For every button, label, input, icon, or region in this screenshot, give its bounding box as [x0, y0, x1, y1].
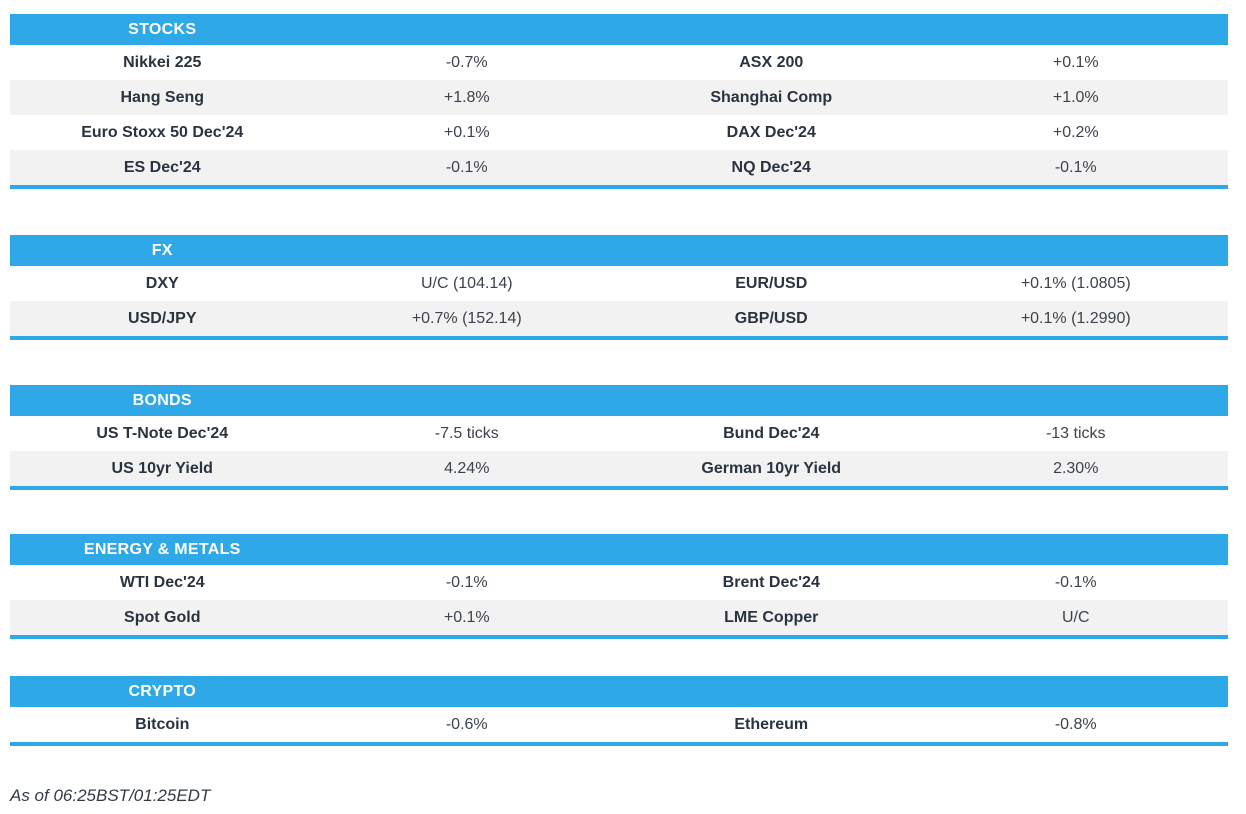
table-row: WTI Dec'24 -0.1% Brent Dec'24 -0.1%: [10, 565, 1228, 600]
instrument-change: +0.1% (1.0805): [1020, 274, 1131, 292]
instrument-change: U/C (104.14): [420, 274, 513, 292]
instrument-change: +0.1% (1.2990): [1020, 309, 1131, 327]
instrument-change: +0.2%: [1052, 123, 1099, 141]
instrument-change: +0.7% (152.14): [411, 309, 522, 327]
table-row: US T-Note Dec'24 -7.5 ticks Bund Dec'24 …: [10, 416, 1228, 451]
instrument-name: Shanghai Comp: [710, 88, 833, 106]
section-fx: FX DXY U/C (104.14) EUR/USD +0.1% (1.080…: [10, 235, 1228, 340]
instrument-name: Brent Dec'24: [722, 573, 820, 591]
table-row: ES Dec'24 -0.1% NQ Dec'24 -0.1%: [10, 150, 1228, 185]
table-row: Spot Gold +0.1% LME Copper U/C: [10, 600, 1228, 635]
instrument-change: -0.8%: [1054, 715, 1097, 733]
instrument-name: ES Dec'24: [123, 158, 201, 176]
section-title: FX: [151, 241, 173, 259]
instrument-change: +1.0%: [1052, 88, 1099, 106]
instrument-name: German 10yr Yield: [701, 459, 842, 477]
section-energy-metals: ENERGY & METALS WTI Dec'24 -0.1% Brent D…: [10, 534, 1228, 639]
table-row: USD/JPY +0.7% (152.14) GBP/USD +0.1% (1.…: [10, 301, 1228, 336]
section-header-fx: FX: [10, 235, 1228, 266]
instrument-change: -0.7%: [445, 53, 488, 71]
instrument-change: +0.1%: [443, 608, 490, 626]
section-bonds: BONDS US T-Note Dec'24 -7.5 ticks Bund D…: [10, 385, 1228, 490]
instrument-change: 4.24%: [444, 459, 490, 477]
instrument-name: Nikkei 225: [123, 53, 202, 71]
section-crypto: CRYPTO Bitcoin -0.6% Ethereum -0.8%: [10, 676, 1228, 746]
section-header-bonds: BONDS: [10, 385, 1228, 416]
section-stocks: STOCKS Nikkei 225 -0.7% ASX 200 +0.1% Ha…: [10, 14, 1228, 189]
instrument-change: -0.1%: [1054, 573, 1097, 591]
instrument-change: -7.5 ticks: [434, 424, 499, 442]
table-row: Bitcoin -0.6% Ethereum -0.8%: [10, 707, 1228, 742]
section-title: CRYPTO: [128, 682, 197, 700]
instrument-change: +0.1%: [443, 123, 490, 141]
instrument-name: EUR/USD: [735, 274, 808, 292]
instrument-change: 2.30%: [1053, 459, 1099, 477]
table-row: Nikkei 225 -0.7% ASX 200 +0.1%: [10, 45, 1228, 80]
instrument-change: -0.1%: [445, 158, 488, 176]
instrument-name: DXY: [145, 274, 179, 292]
instrument-name: WTI Dec'24: [119, 573, 205, 591]
instrument-change: +0.1%: [1052, 53, 1099, 71]
instrument-name: LME Copper: [724, 608, 819, 626]
instrument-name: DAX Dec'24: [726, 123, 816, 141]
section-header-energy-metals: ENERGY & METALS: [10, 534, 1228, 565]
instrument-name: Hang Seng: [120, 88, 205, 106]
instrument-change: -0.1%: [1054, 158, 1097, 176]
instrument-change: U/C: [1061, 608, 1090, 626]
table-row: Euro Stoxx 50 Dec'24 +0.1% DAX Dec'24 +0…: [10, 115, 1228, 150]
instrument-name: US T-Note Dec'24: [96, 424, 229, 442]
instrument-name: US 10yr Yield: [111, 459, 213, 477]
as-of-timestamp: As of 06:25BST/01:25EDT: [10, 786, 211, 805]
instrument-name: Spot Gold: [124, 608, 201, 626]
instrument-name: Euro Stoxx 50 Dec'24: [81, 123, 244, 141]
instrument-name: Bund Dec'24: [723, 424, 820, 442]
table-row: Hang Seng +1.8% Shanghai Comp +1.0%: [10, 80, 1228, 115]
section-header-crypto: CRYPTO: [10, 676, 1228, 707]
instrument-change: +1.8%: [443, 88, 490, 106]
instrument-name: Bitcoin: [135, 715, 190, 733]
section-header-stocks: STOCKS: [10, 14, 1228, 45]
instrument-change: -13 ticks: [1045, 424, 1106, 442]
instrument-change: -0.6%: [445, 715, 488, 733]
section-title: STOCKS: [128, 20, 197, 38]
instrument-change: -0.1%: [445, 573, 488, 591]
section-title: ENERGY & METALS: [83, 540, 241, 558]
instrument-name: NQ Dec'24: [731, 158, 811, 176]
section-title: BONDS: [132, 391, 192, 409]
table-row: DXY U/C (104.14) EUR/USD +0.1% (1.0805): [10, 266, 1228, 301]
instrument-name: Ethereum: [734, 715, 809, 733]
instrument-name: USD/JPY: [128, 309, 197, 327]
table-row: US 10yr Yield 4.24% German 10yr Yield 2.…: [10, 451, 1228, 486]
instrument-name: ASX 200: [739, 53, 804, 71]
instrument-name: GBP/USD: [734, 309, 808, 327]
